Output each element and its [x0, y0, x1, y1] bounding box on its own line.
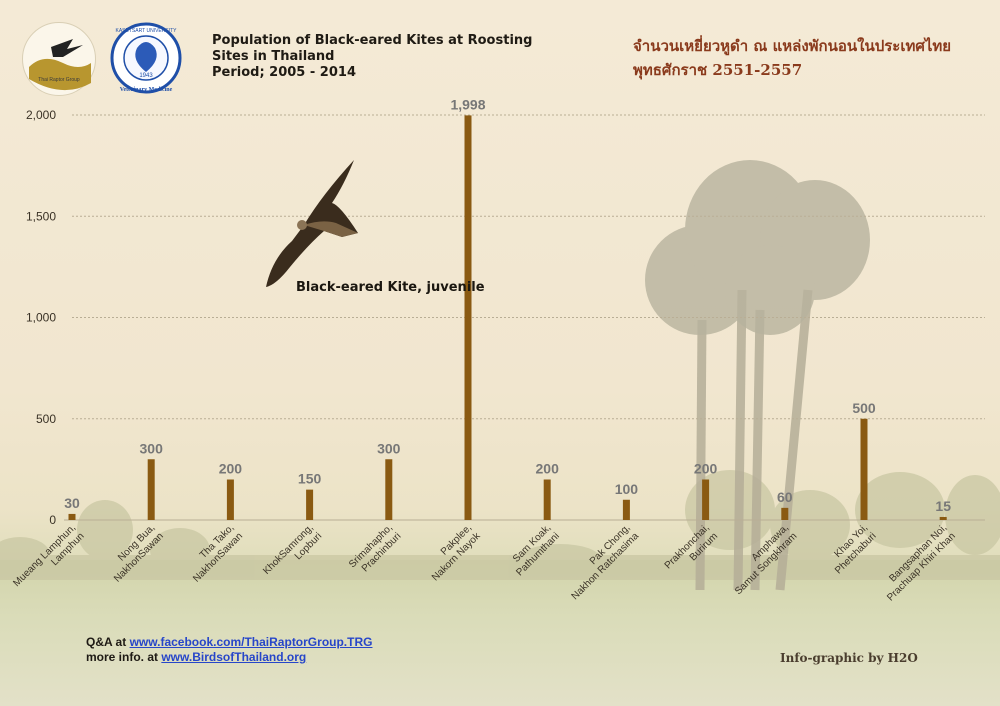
data-label: 200 [536, 461, 560, 477]
photo-caption: Black-eared Kite, juvenile [296, 280, 485, 295]
palm-trees-background [645, 160, 870, 591]
y-tick-label: 500 [36, 412, 56, 426]
x-tick-label: Srimahapho,Prachinburi [347, 522, 403, 578]
data-label: 1,998 [450, 96, 485, 112]
y-tick-label: 1,000 [26, 311, 56, 325]
thai-title-line-2: พุทธศักราช 2551-2557 [633, 61, 803, 79]
x-tick-label: Amphawa,Samut Songkhram [725, 522, 800, 597]
data-label: 300 [140, 440, 164, 456]
data-label: 500 [852, 400, 876, 416]
bar [385, 459, 393, 520]
x-tick-label: Khao Yoi,Phetchaburi [825, 522, 879, 576]
bar [226, 479, 234, 520]
logo-right-bottom-text: Veterinary Medicine [120, 87, 173, 93]
bar [543, 479, 551, 520]
x-tick-label: KhokSamrong,Lopburi [261, 522, 324, 585]
info-prefix: more info. at [86, 650, 162, 664]
facebook-link[interactable]: www.facebook.com/ThaiRaptorGroup.TRG [129, 635, 373, 649]
data-label: 60 [777, 489, 793, 505]
x-tick-label: Sam Koak,Pathumthani [506, 522, 562, 578]
x-tick-label: Tha Tako,NakhonSawan [183, 522, 245, 584]
thai-title-line-1: จำนวนเหยี่ยวหูดำ ณ แหล่งพักนอนในประเทศไท… [633, 37, 952, 55]
data-label: 200 [219, 461, 243, 477]
bar [147, 459, 155, 520]
bar [860, 418, 868, 520]
title-line-3: Period; 2005 - 2014 [212, 65, 356, 80]
website-link[interactable]: www.BirdsofThailand.org [161, 650, 307, 664]
x-tick-label: Mueang Lamphun,Lamphun [11, 522, 86, 597]
logo-right-year: 1943 [139, 73, 153, 79]
data-label: 30 [64, 495, 80, 511]
data-label: 15 [935, 498, 951, 514]
qa-prefix: Q&A at [86, 635, 130, 649]
data-label: 100 [615, 481, 639, 497]
infographic-credit: Info-graphic by H2O [780, 651, 918, 665]
veterinary-medicine-seal: 1943 KASETSART UNIVERSITY Veterinary Med… [105, 20, 187, 96]
thai-raptor-group-logo: Thai Raptor Group [22, 22, 96, 96]
x-tick-label: Prakhonchai,Burirum [663, 522, 721, 580]
bar [464, 115, 472, 520]
rice-field-background [0, 560, 1000, 706]
bar [939, 516, 947, 520]
logo-right-top-text: KASETSART UNIVERSITY [116, 28, 178, 34]
y-tick-label: 2,000 [26, 108, 56, 122]
data-label: 300 [377, 440, 401, 456]
x-tick-label: Bangsaphan Noi,Prachuap Khiri Khan [877, 522, 958, 603]
data-label: 150 [298, 471, 322, 487]
x-tick-label: Pak Chong,Nakhon Ratchasima [561, 522, 641, 602]
y-tick-label: 0 [49, 513, 56, 527]
chart-title-english: Population of Black-eared Kites at Roost… [212, 33, 532, 81]
bar [702, 479, 710, 520]
bar [622, 499, 630, 520]
black-eared-kite-photo [266, 160, 358, 287]
x-tick-label: Nong Bua,NakhonSawan [104, 522, 166, 584]
x-tick-label: Pakplee,Nakorn Nayok [422, 522, 484, 584]
title-line-2: Sites in Thailand [212, 49, 335, 64]
bar [306, 489, 314, 520]
bar [781, 507, 789, 520]
bar [68, 513, 76, 520]
y-tick-label: 1,500 [26, 209, 56, 223]
logo-left-text: Thai Raptor Group [38, 77, 80, 83]
data-label: 200 [694, 461, 718, 477]
chart-title-thai: จำนวนเหยี่ยวหูดำ ณ แหล่งพักนอนในประเทศไท… [633, 34, 951, 82]
title-line-1: Population of Black-eared Kites at Roost… [212, 33, 533, 48]
footer-links: Q&A at www.facebook.com/ThaiRaptorGroup.… [86, 635, 372, 665]
